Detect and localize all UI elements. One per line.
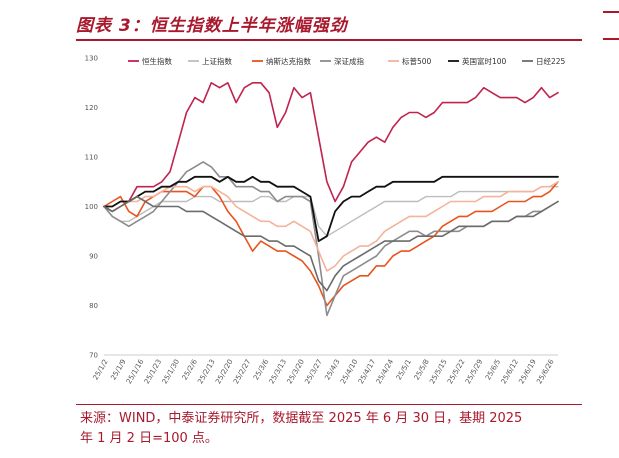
x-tick-label: 25/3/27 [303,358,323,385]
y-tick-label: 90 [89,253,98,261]
x-tick-label: 25/1/2 [92,358,110,382]
legend-label-5: 英国富时100 [462,56,507,66]
series-line-2 [103,181,559,307]
header-rule [76,39,582,41]
x-tick-label: 25/5/29 [464,358,484,385]
legend-label-6: 日经225 [536,56,566,66]
source-line-1: 来源：WIND，中泰证券研究所，数据截至 2025 年 6 月 30 日，基期 … [80,411,523,426]
source-line-2: 年 1 月 2 日=100 点。 [80,431,218,446]
legend-label-3: 深证成指 [334,56,364,66]
series-line-0 [103,81,559,213]
x-tick-label: 25/5/1 [395,358,413,382]
x-tick-label: 25/5/8 [413,358,431,382]
y-tick-label: 100 [85,203,98,211]
y-tick-label: 70 [89,352,98,360]
x-tick-label: 25/4/3 [323,358,341,382]
report-header: 图表 3：恒生指数上半年涨幅强劲 [76,9,582,41]
side-rule [603,38,619,40]
series-line-5 [103,175,559,243]
side-rule-top [603,11,619,13]
x-tick-label: 25/1/9 [109,358,127,382]
x-tick-label: 25/2/27 [232,358,252,385]
chart-title: 图表 3：恒生指数上半年涨幅强劲 [76,16,348,36]
y-tick-label: 120 [85,104,98,112]
series-line-1 [103,185,559,237]
legend-label-2: 纳斯达克指数 [266,56,311,66]
legend-label-1: 上证指数 [202,56,232,66]
x-tick-label: 25/1/30 [161,358,181,385]
x-tick-label: 25/3/6 [252,358,270,382]
series-line-4 [103,181,559,272]
y-tick-label: 80 [89,302,98,310]
y-tick-label: 110 [85,154,98,162]
series-line-6 [103,195,559,292]
source-note: 来源：WIND，中泰证券研究所，数据截至 2025 年 6 月 30 日，基期 … [80,409,580,449]
x-tick-label: 25/6/5 [484,358,502,382]
x-tick-label: 25/4/24 [375,358,396,386]
y-tick-label: 130 [85,55,98,63]
x-tick-label: 25/2/6 [181,358,199,382]
footer-rule [76,404,582,405]
legend-label-4: 标普500 [402,56,432,66]
x-tick-label: 25/6/26 [535,358,556,386]
legend-label-0: 恒生指数 [142,56,172,66]
